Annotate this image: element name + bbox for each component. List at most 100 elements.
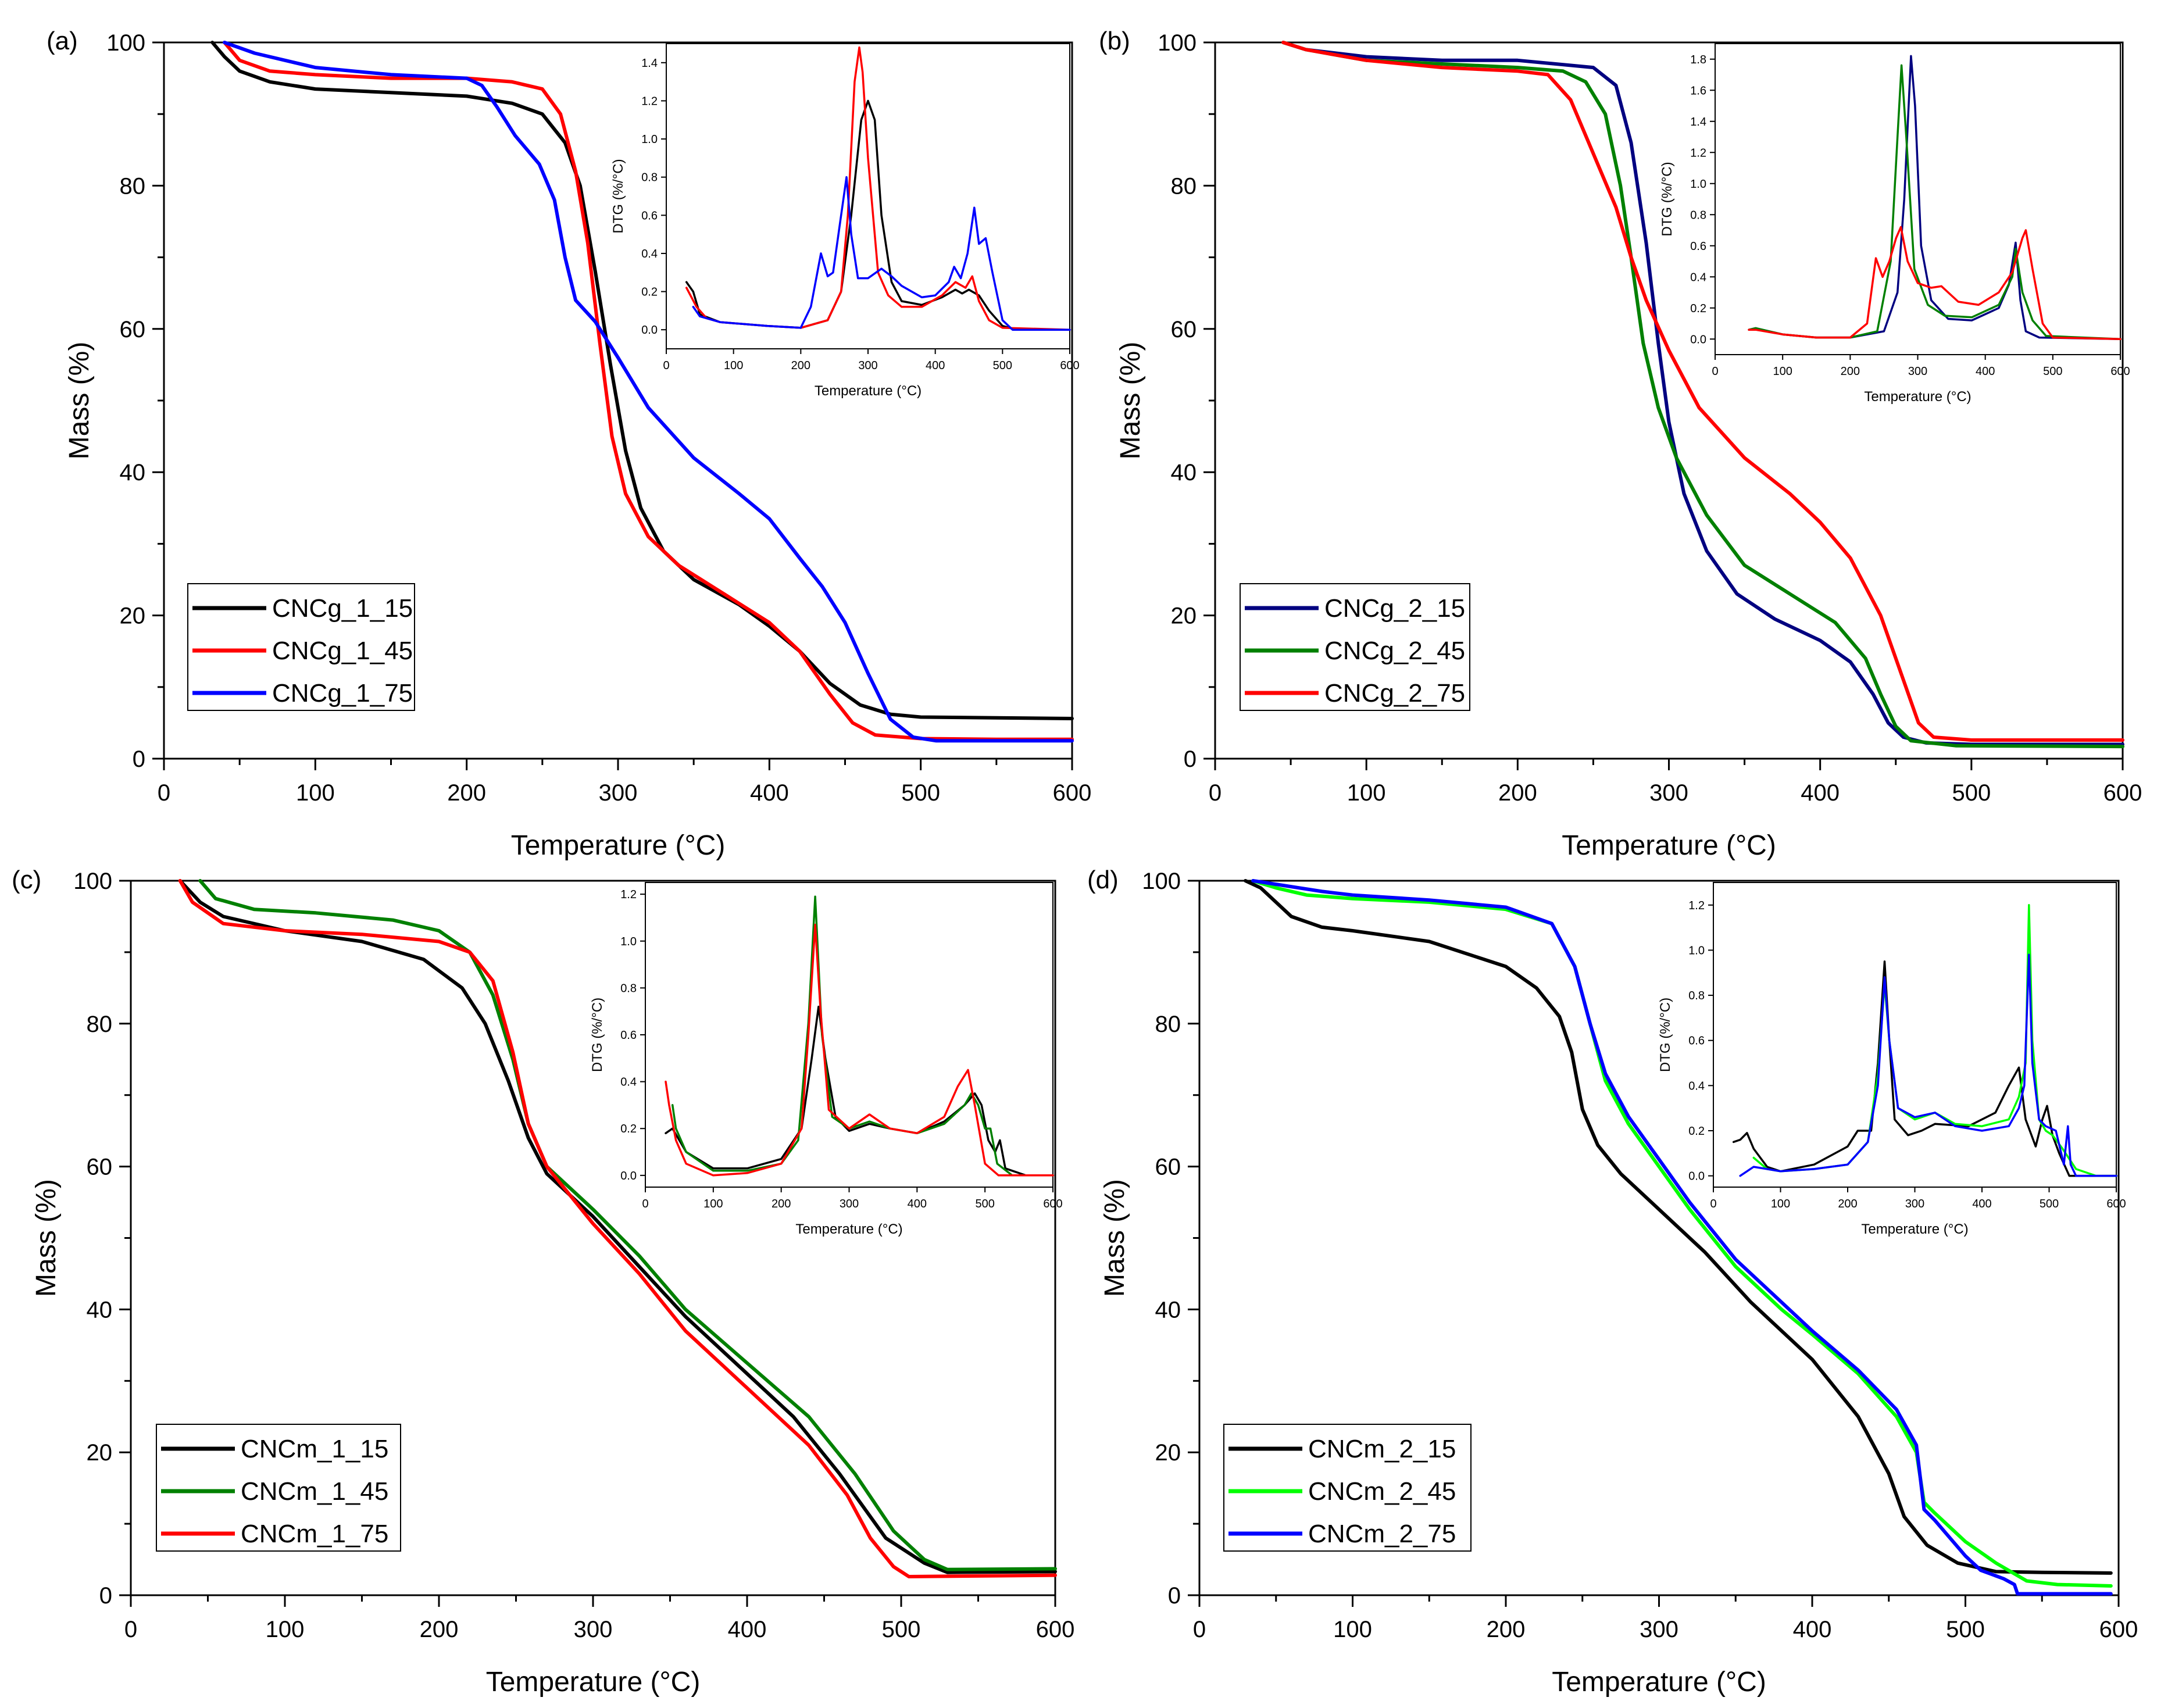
tga-panel: (c) 0 100 200 300 400 500 600 0 20 40 60 80 100 Temper…	[12, 866, 1074, 1698]
x-tick-label: 300	[1649, 780, 1688, 806]
x-tick-label: 400	[1801, 780, 1840, 806]
legend: CNCg_2_15 CNCg_2_45 CNCg_2_75	[1240, 583, 1470, 711]
x-tick-label: 400	[908, 1198, 927, 1210]
inset-x-axis-title: Temperature (°C)	[815, 383, 922, 399]
series-line	[1281, 41, 2124, 742]
y-tick-label: 1.0	[1690, 178, 1706, 191]
series-line	[1251, 879, 2113, 1596]
y-tick-label: 40	[1155, 1297, 1181, 1323]
inset-series-line	[1748, 226, 2122, 341]
y-tick-label: 0.0	[1688, 1170, 1705, 1183]
legend-label: CNCg_2_45	[1324, 637, 1465, 665]
x-tick-label: 100	[1347, 780, 1386, 806]
x-tick-label: 500	[993, 359, 1012, 372]
y-tick-label: 0.6	[1690, 240, 1706, 253]
y-tick-label: 1.4	[1690, 116, 1706, 128]
x-tick-label: 0	[1193, 1617, 1206, 1642]
inset-plot-frame	[666, 43, 1070, 349]
legend-label: CNCm_1_45	[241, 1477, 388, 1506]
x-tick-label: 600	[1053, 780, 1092, 806]
legend-label: CNCg_1_45	[272, 637, 413, 665]
inset-plot-frame	[1713, 882, 2117, 1188]
legend-label: CNCm_2_15	[1308, 1435, 1456, 1463]
legend-label: CNCm_1_75	[241, 1520, 388, 1548]
y-tick-label: 80	[120, 173, 146, 199]
y-tick-label: 1.6	[1690, 84, 1706, 97]
inset-series-line	[1739, 953, 2117, 1177]
y-tick-label: 100	[73, 869, 112, 894]
y-tick-label: 0	[133, 746, 145, 772]
x-tick-label: 0	[1710, 1198, 1716, 1210]
dtg-inset: 0 100 200 300 400 500 600 0.0 0.2 0.4 0.6 0.8 1.0 1.2…	[590, 882, 1063, 1237]
x-tick-label: 400	[1793, 1617, 1832, 1642]
x-tick-label: 600	[1036, 1617, 1075, 1642]
series-line	[178, 879, 1057, 1578]
legend-label: CNCm_2_45	[1308, 1477, 1456, 1506]
x-tick-label: 0	[158, 780, 170, 806]
y-tick-label: 40	[120, 460, 146, 485]
y-tick-label: 1.8	[1690, 53, 1706, 66]
legend: CNCm_1_15 CNCm_1_45 CNCm_1_75	[156, 1424, 401, 1552]
legend-box	[1223, 1424, 1472, 1552]
y-tick-label: 0.4	[620, 1076, 637, 1089]
x-tick-label: 100	[296, 780, 335, 806]
x-tick-label: 100	[1333, 1617, 1372, 1642]
inset-x-axis-title: Temperature (°C)	[795, 1221, 902, 1237]
inset-series-line	[692, 176, 1071, 331]
y-tick-label: 0.6	[620, 1029, 637, 1042]
y-tick-label: 0.0	[620, 1170, 637, 1182]
legend-label: CNCg_1_15	[272, 594, 413, 623]
x-tick-label: 200	[1487, 1617, 1526, 1642]
series-line	[1281, 41, 2124, 749]
y-tick-label: 0.8	[1688, 989, 1705, 1002]
dtg-inset: 0 100 200 300 400 500 600 0.0 0.2 0.4 0.6 0.8 1.0 1.2…	[610, 43, 1080, 399]
y-tick-label: 0.8	[1690, 209, 1706, 221]
y-tick-label: 1.0	[1688, 944, 1705, 957]
x-tick-label: 600	[2110, 365, 2130, 378]
series-line	[223, 41, 1074, 743]
x-tick-label: 300	[1905, 1198, 1924, 1210]
legend-box	[187, 583, 415, 711]
x-tick-label: 500	[2040, 1198, 2059, 1210]
x-tick-label: 400	[1976, 365, 1995, 378]
x-tick-label: 200	[447, 780, 486, 806]
x-tick-label: 200	[1841, 365, 1860, 378]
tga-panel: (d) 0 100 200 300 400 500 600 0 20 40 60 80 100 Temper…	[1087, 866, 2138, 1698]
series-line	[178, 879, 1057, 1574]
legend-label: CNCg_2_75	[1324, 679, 1465, 708]
x-tick-label: 100	[724, 359, 743, 372]
y-tick-label: 20	[87, 1440, 113, 1466]
x-tick-label: 600	[2103, 780, 2142, 806]
y-tick-label: 0.6	[1688, 1035, 1705, 1048]
y-tick-label: 40	[87, 1297, 113, 1323]
panel-label: (a)	[47, 27, 78, 55]
y-tick-label: 100	[106, 30, 145, 56]
x-tick-label: 300	[574, 1617, 613, 1642]
inset-plot-frame	[645, 882, 1053, 1188]
x-axis-title: Temperature (°C)	[511, 830, 726, 861]
series-line	[1251, 879, 2113, 1588]
x-tick-label: 0	[124, 1617, 137, 1642]
y-tick-label: 100	[1142, 869, 1181, 894]
dtg-inset: 0 100 200 300 400 500 600 0.0 0.2 0.4 0.6 0.8 1.0 1.2…	[1659, 43, 2130, 405]
legend-label: CNCg_1_75	[272, 679, 413, 708]
inset-y-axis-title: DTG (%/°C)	[1659, 162, 1675, 236]
y-tick-label: 0.8	[641, 171, 658, 184]
y-tick-label: 60	[1171, 317, 1197, 342]
panel-label: (d)	[1087, 866, 1119, 894]
inset-series-line	[665, 923, 1054, 1177]
y-tick-label: 0.2	[620, 1123, 637, 1135]
x-tick-label: 600	[2099, 1617, 2138, 1642]
y-tick-label: 0	[1184, 746, 1197, 772]
x-tick-label: 100	[1773, 365, 1792, 378]
y-tick-label: 20	[1155, 1440, 1181, 1466]
y-tick-label: 0.2	[1688, 1125, 1705, 1138]
x-tick-label: 400	[750, 780, 789, 806]
y-tick-label: 1.4	[641, 57, 658, 70]
y-tick-label: 0	[99, 1583, 112, 1609]
x-tick-label: 0	[1209, 780, 1222, 806]
series-line	[1281, 41, 2124, 746]
x-tick-label: 0	[663, 359, 669, 372]
y-tick-label: 60	[120, 317, 146, 342]
